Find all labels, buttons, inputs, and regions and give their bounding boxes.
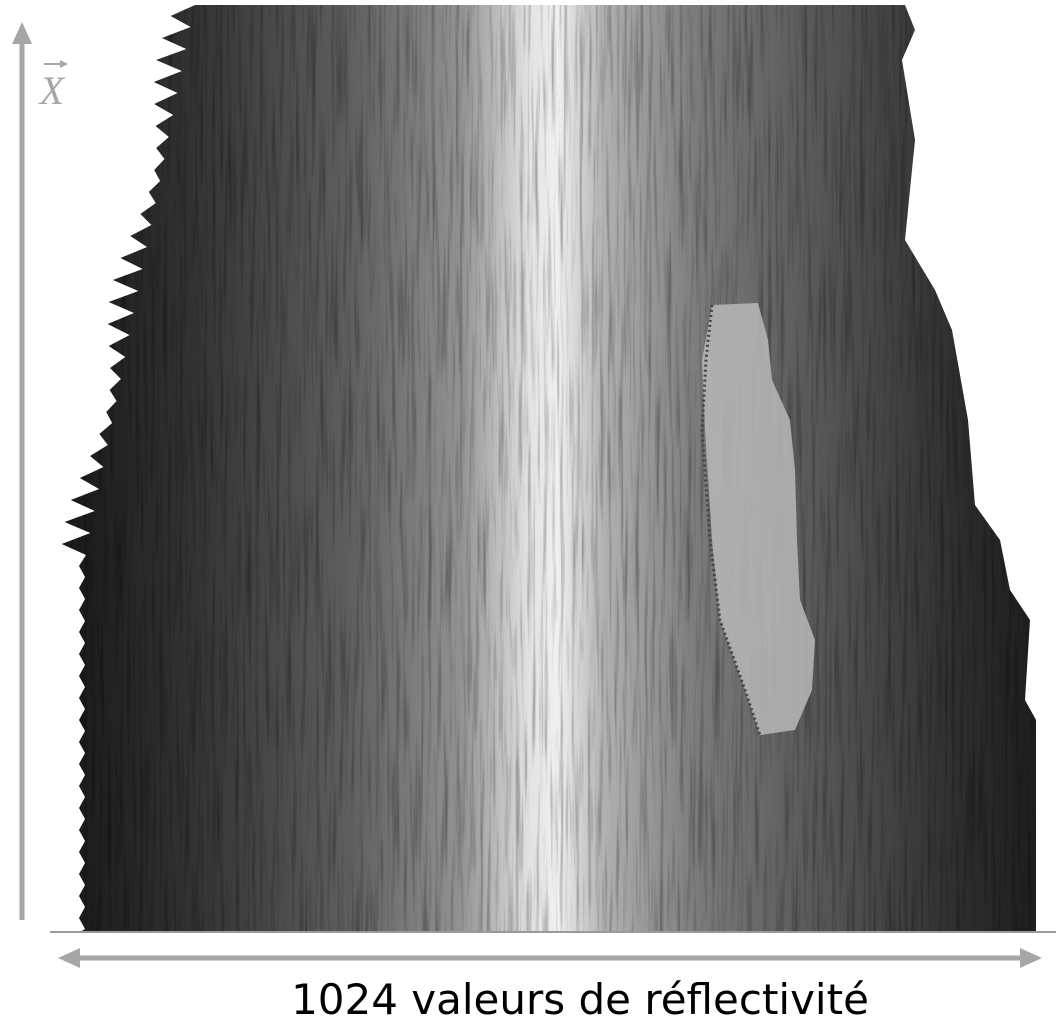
reflectivity-image: [61, 5, 1037, 932]
region-edge: [700, 304, 762, 736]
y-arrowhead: [12, 22, 32, 44]
x-axis-label: 1024 valeurs de réflectivité: [291, 975, 869, 1022]
x-arrowhead-right: [1020, 948, 1042, 968]
bright-region: [702, 303, 815, 735]
y-axis-label: X: [38, 68, 66, 113]
x-arrowhead-left: [58, 948, 80, 968]
vector-mark-head: [60, 60, 68, 68]
